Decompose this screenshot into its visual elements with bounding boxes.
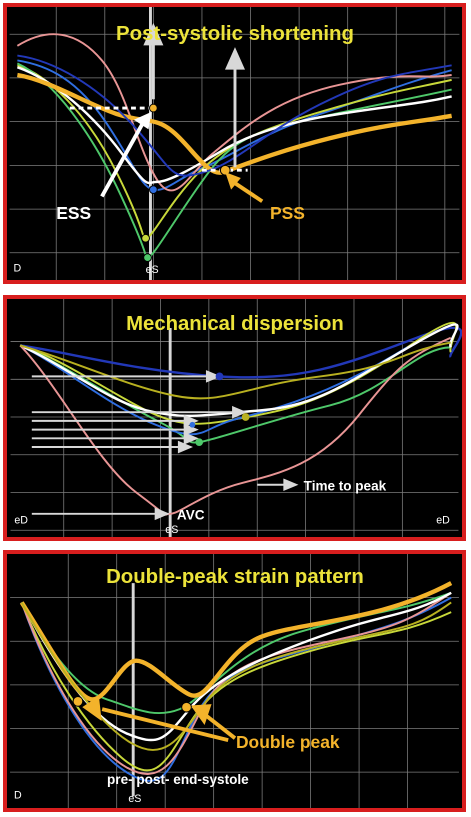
corner-label-right: eD <box>436 514 450 526</box>
peak-markers <box>141 103 231 263</box>
peak-markers <box>189 372 250 447</box>
corner-label: D <box>13 262 21 274</box>
peak-markers <box>72 696 192 713</box>
corner-label: D <box>14 789 22 801</box>
strain-curves <box>19 581 453 782</box>
ess-label: ESS <box>56 203 91 223</box>
time-to-peak-label: Time to peak <box>304 479 387 494</box>
panel-post-systolic-shortening: Post-systolic shortening ESS PSS D eS <box>3 3 466 284</box>
grid <box>9 7 460 280</box>
pss-arrow <box>225 172 264 203</box>
double-peak-label: Double peak <box>236 732 340 752</box>
marker-label: eS <box>128 793 141 805</box>
double-peak-arrows <box>82 696 237 743</box>
reference-dashes <box>69 106 248 172</box>
pss-label: PSS <box>270 203 305 223</box>
strain-curves <box>16 33 453 259</box>
strain-plot-3: Double-peak strain pattern Double peak p… <box>10 554 459 808</box>
phase-label: pre- post- end-systole <box>107 772 249 787</box>
strain-curves <box>19 322 462 516</box>
panel-title: Mechanical dispersion <box>126 313 344 335</box>
corner-label-left: eD <box>14 514 28 526</box>
time-to-peak-arrows <box>31 370 299 521</box>
panel-mechanical-dispersion: Mechanical dispersion Time to peak AVC e… <box>3 295 466 541</box>
strain-plot-1: Post-systolic shortening ESS PSS D eS <box>9 7 460 280</box>
ess-arrow <box>100 111 152 198</box>
double-arrows <box>143 22 246 168</box>
avc-label: AVC <box>177 508 205 523</box>
marker-label: eS <box>146 264 159 276</box>
panel-title: Post-systolic shortening <box>116 23 354 45</box>
grid <box>10 299 459 537</box>
panel-title: Double-peak strain pattern <box>106 566 364 588</box>
panel-double-peak: Double-peak strain pattern Double peak p… <box>3 550 466 812</box>
strain-plot-2: Mechanical dispersion Time to peak AVC e… <box>10 299 462 537</box>
marker-label: eS <box>165 524 178 536</box>
